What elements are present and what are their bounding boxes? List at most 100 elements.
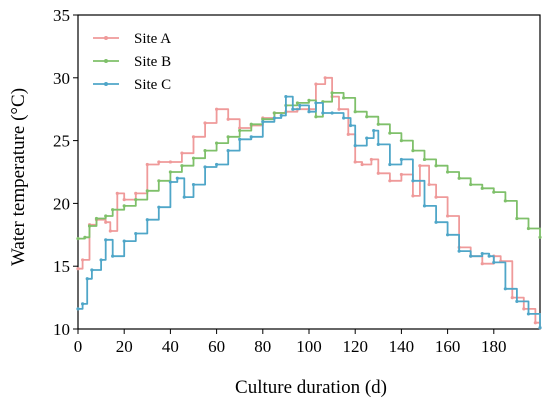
data-point — [526, 226, 531, 231]
data-point — [215, 141, 219, 145]
data-point — [238, 137, 242, 141]
y-tick-label: 10 — [53, 320, 70, 339]
data-point — [81, 302, 85, 306]
data-point — [108, 229, 112, 233]
data-point — [492, 190, 496, 194]
data-point — [376, 122, 380, 126]
data-point — [134, 198, 138, 202]
data-point — [510, 296, 514, 300]
legend: Site A Site B Site C — [93, 31, 171, 93]
x-tick-label: 40 — [162, 337, 179, 356]
data-point — [134, 231, 138, 236]
data-point — [279, 113, 283, 118]
data-point — [353, 110, 357, 114]
data-point — [111, 208, 115, 212]
data-point — [249, 135, 253, 139]
data-point — [203, 165, 207, 169]
data-point — [399, 172, 403, 177]
y-tick-label: 30 — [53, 69, 70, 88]
legend-marker-3 — [104, 82, 108, 86]
data-point — [94, 216, 99, 221]
data-point — [446, 233, 450, 237]
data-point — [503, 287, 507, 291]
data-point — [182, 195, 186, 199]
data-point — [238, 126, 242, 130]
data-point — [90, 268, 94, 272]
data-point — [261, 120, 265, 124]
y-tick-label: 15 — [53, 257, 70, 276]
data-point — [538, 326, 542, 330]
data-point — [434, 164, 438, 168]
data-point — [215, 162, 219, 167]
data-point — [203, 149, 207, 153]
data-point — [175, 176, 179, 180]
data-point — [503, 199, 507, 203]
data-point — [446, 170, 450, 174]
data-point — [487, 254, 491, 258]
data-point — [314, 82, 318, 86]
data-point — [104, 214, 108, 218]
data-point — [376, 171, 380, 175]
data-point — [330, 91, 334, 95]
data-point — [330, 111, 334, 115]
data-point — [369, 157, 373, 162]
x-tick-label: 20 — [116, 337, 133, 356]
data-point — [446, 214, 450, 218]
data-point — [291, 107, 295, 111]
data-point — [99, 258, 103, 262]
data-point — [365, 115, 369, 119]
data-point — [145, 189, 149, 193]
series-line-3 — [78, 95, 541, 328]
y-axis-title: Water temperature (°C) — [8, 88, 29, 266]
data-point — [422, 204, 427, 208]
data-point — [111, 254, 115, 258]
data-point — [522, 307, 526, 311]
data-point — [215, 107, 219, 111]
data-point — [157, 205, 161, 209]
legend-label-2: Site B — [134, 54, 171, 70]
data-point — [411, 194, 415, 198]
data-point — [168, 160, 172, 164]
data-point — [323, 76, 327, 80]
data-point — [122, 198, 126, 202]
x-axis: 0 20 40 60 80 100 120 140 160 180 — [74, 329, 507, 356]
data-point — [104, 220, 108, 224]
data-point — [457, 176, 461, 180]
data-point — [307, 110, 311, 114]
data-point — [122, 239, 126, 243]
data-point — [168, 180, 172, 184]
data-point — [515, 216, 519, 221]
data-point — [272, 111, 276, 115]
data-point — [191, 182, 196, 187]
x-tick-label: 60 — [208, 337, 225, 356]
data-point — [526, 312, 531, 316]
x-tick-label: 180 — [481, 337, 507, 356]
data-point — [321, 111, 325, 115]
data-point — [191, 156, 196, 160]
data-point — [157, 179, 161, 183]
data-point — [145, 218, 149, 222]
data-point — [226, 117, 230, 121]
y-tick-label: 35 — [53, 6, 70, 25]
data-point — [418, 164, 422, 168]
data-point — [360, 162, 364, 167]
data-point — [157, 160, 161, 164]
legend-marker-1 — [104, 36, 108, 40]
data-point — [180, 164, 184, 168]
data-point — [399, 157, 403, 162]
x-tick-label: 140 — [389, 337, 415, 356]
data-point — [342, 96, 346, 100]
x-axis-title: Culture duration (d) — [235, 377, 387, 398]
data-point — [388, 162, 392, 167]
data-point — [427, 182, 431, 187]
data-point — [314, 101, 318, 105]
data-point — [145, 162, 149, 167]
data-point — [295, 101, 300, 105]
x-tick-label: 100 — [296, 337, 322, 356]
data-point — [376, 142, 380, 146]
data-point — [422, 157, 427, 162]
data-point — [411, 149, 415, 153]
data-point — [399, 139, 403, 143]
series-line-2 — [78, 92, 541, 240]
data-point — [346, 132, 350, 136]
